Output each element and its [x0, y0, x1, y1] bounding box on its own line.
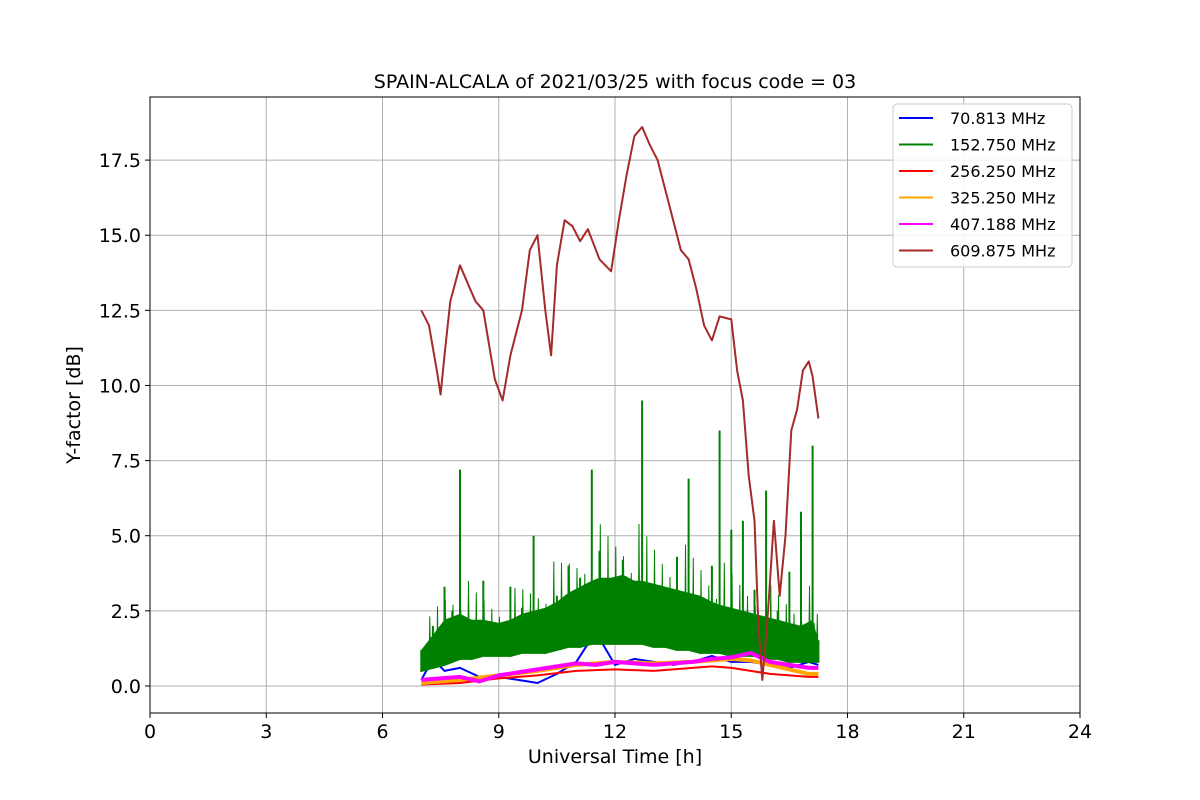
legend: 70.813 MHz 152.750 MHz 256.250 MHz 325.250 …: [892, 103, 1073, 268]
series-noise: [420, 523, 820, 671]
x-tick-label: 15: [719, 721, 743, 743]
series-609-875-mhz: [420, 126, 820, 681]
x-tick-label: 3: [260, 721, 272, 743]
chart-title: SPAIN-ALCALA of 2021/03/25 with focus co…: [374, 71, 856, 93]
y-tick-label: 17.5: [99, 150, 141, 172]
x-tick-label: 0: [144, 721, 156, 743]
y-tick-label: 10.0: [99, 375, 141, 397]
x-tick-label: 9: [493, 721, 505, 743]
legend-label-256-250-mhz: 256.250 MHz: [950, 162, 1055, 181]
plot-area: [420, 126, 820, 686]
legend-label-70-813-mhz: 70.813 MHz: [950, 109, 1045, 128]
series-152-750-mhz: [420, 400, 820, 673]
y-tick-label: 15.0: [99, 225, 141, 247]
x-tick-label: 18: [835, 721, 859, 743]
y-tick-label: 2.5: [111, 601, 141, 623]
legend-label-609-875-mhz: 609.875 MHz: [950, 242, 1055, 261]
series-line: [420, 126, 820, 681]
legend-label-325-250-mhz: 325.250 MHz: [950, 189, 1055, 208]
x-axis-label: Universal Time [h]: [528, 746, 702, 768]
y-tick-label: 12.5: [99, 300, 141, 322]
y-tick-label: 0.0: [111, 676, 141, 698]
y-axis: 0.0 2.5 5.0 7.5 10.0 12.5 15.0 17.5: [99, 150, 150, 698]
series-line: [421, 665, 819, 686]
y-tick-label: 5.0: [111, 526, 141, 548]
x-tick-label: 6: [376, 721, 388, 743]
y-axis-label: Y-factor [dB]: [63, 346, 85, 465]
x-tick-label: 12: [603, 721, 627, 743]
x-axis: 0 3 6 9 12 15 18 21 24: [144, 713, 1092, 743]
legend-box: [892, 103, 1073, 268]
legend-label-152-750-mhz: 152.750 MHz: [950, 136, 1055, 155]
series-256-250-mhz: [421, 665, 819, 686]
y-tick-label: 7.5: [111, 451, 141, 473]
legend-label-407-188-mhz: 407.188 MHz: [950, 215, 1055, 234]
x-tick-label: 24: [1068, 721, 1092, 743]
x-tick-label: 21: [952, 721, 976, 743]
